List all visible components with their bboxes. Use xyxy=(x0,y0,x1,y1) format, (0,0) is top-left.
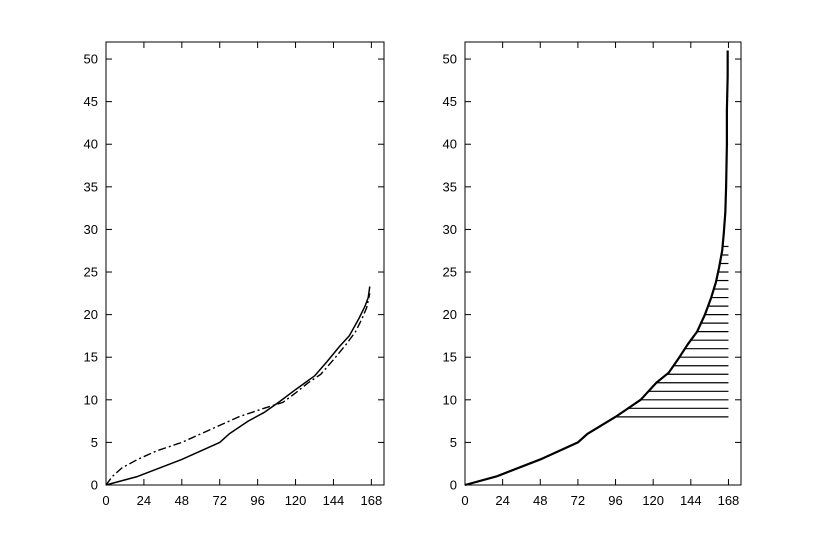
series-line-dashdot xyxy=(105,293,371,486)
x-tick-label: 24 xyxy=(137,493,151,508)
y-tick-label: 45 xyxy=(443,94,457,109)
y-tick-label: 20 xyxy=(84,307,98,322)
y-tick-label: 45 xyxy=(84,94,98,109)
y-tick-label: 15 xyxy=(84,350,98,365)
plot-frame xyxy=(105,41,385,486)
chart-panel-left: 0 24 48 72 96 120 144 168 0 5 10 15 20 25 30 35 40 45 50 xyxy=(84,41,385,508)
y-tick-label: 30 xyxy=(84,222,98,237)
y-tick-label: 0 xyxy=(450,478,457,493)
x-tick-label: 0 xyxy=(461,493,468,508)
x-tick-label: 144 xyxy=(680,493,702,508)
plot-frame xyxy=(464,41,742,486)
y-tick-label: 0 xyxy=(91,478,98,493)
y-tick-label: 35 xyxy=(84,179,98,194)
x-tick-label: 120 xyxy=(285,493,307,508)
x-tick-label: 72 xyxy=(212,493,226,508)
y-tick-label: 10 xyxy=(443,392,457,407)
y-tick-label: 25 xyxy=(84,265,98,280)
series-line xyxy=(464,50,729,487)
x-tick-label: 0 xyxy=(102,493,109,508)
x-tick-label: 48 xyxy=(533,493,547,508)
x-tick-label: 96 xyxy=(608,493,622,508)
y-tick-label: 10 xyxy=(84,392,98,407)
y-tick-label: 40 xyxy=(84,137,98,152)
series-line xyxy=(105,286,371,486)
y-tick-label: 15 xyxy=(443,350,457,365)
y-tick-label: 5 xyxy=(91,435,98,450)
x-tick-label: 24 xyxy=(495,493,509,508)
y-tick-label: 50 xyxy=(84,52,98,67)
y-tick-label: 25 xyxy=(443,265,457,280)
y-tick-label: 20 xyxy=(443,307,457,322)
y-tick-label: 30 xyxy=(443,222,457,237)
x-tick-label: 96 xyxy=(250,493,264,508)
x-tick-label: 120 xyxy=(642,493,664,508)
y-tick-label: 50 xyxy=(443,52,457,67)
y-tick-label: 40 xyxy=(443,137,457,152)
x-tick-label: 144 xyxy=(323,493,345,508)
x-tick-label: 72 xyxy=(571,493,585,508)
y-tick-label: 35 xyxy=(443,179,457,194)
chart-panel-right: 0 24 48 72 96 120 144 168 0 5 10 15 20 25 30 35 40 45 50 xyxy=(443,41,742,508)
y-tick-label: 5 xyxy=(450,435,457,450)
x-tick-label: 168 xyxy=(361,493,383,508)
x-tick-label: 48 xyxy=(175,493,189,508)
x-tick-label: 168 xyxy=(718,493,740,508)
